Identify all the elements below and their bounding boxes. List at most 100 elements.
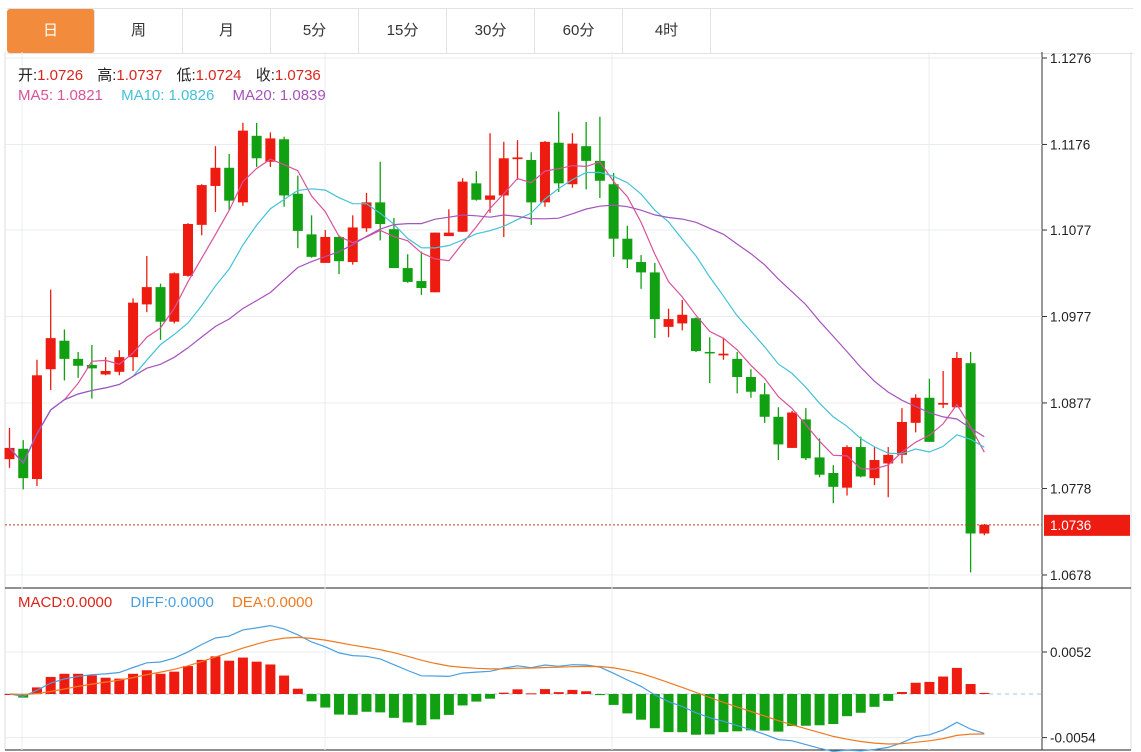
macd-bar-positive bbox=[279, 675, 290, 694]
dea-label: DEA: bbox=[231, 594, 267, 611]
macd-bar-positive bbox=[526, 693, 537, 695]
candle-down bbox=[416, 281, 427, 288]
ma10-line bbox=[9, 171, 985, 465]
price-tick-label: 1.0977 bbox=[1050, 310, 1091, 325]
macd-bar-negative bbox=[649, 694, 660, 729]
candle-down bbox=[924, 397, 935, 442]
candle-up bbox=[182, 223, 193, 276]
tab-5min[interactable]: 5分 bbox=[271, 9, 359, 53]
tab-60min[interactable]: 60分 bbox=[535, 9, 623, 53]
macd-bar-negative bbox=[402, 694, 413, 723]
candle-down bbox=[759, 394, 770, 417]
candle-down bbox=[224, 167, 235, 201]
macd-bar-positive bbox=[224, 660, 235, 694]
candle-down bbox=[745, 377, 756, 392]
macd-bar-positive bbox=[539, 689, 550, 694]
macd-bar-positive bbox=[553, 692, 564, 694]
tab-day[interactable]: 日 bbox=[7, 9, 95, 53]
macd-bar-positive bbox=[979, 692, 990, 694]
tab-week[interactable]: 周 bbox=[95, 9, 183, 53]
candle-up bbox=[196, 185, 207, 225]
macd-bar-negative bbox=[471, 694, 482, 702]
macd-bar-positive bbox=[512, 689, 523, 694]
macd-bar-negative bbox=[883, 694, 894, 701]
macd-tick-label: -0.0054 bbox=[1050, 731, 1096, 746]
candle-up bbox=[320, 236, 331, 263]
candle-up bbox=[663, 319, 674, 327]
macd-bar-negative bbox=[773, 694, 784, 732]
macd-bar-positive bbox=[938, 676, 949, 694]
macd-bar-positive bbox=[155, 673, 166, 694]
candle-up bbox=[237, 130, 248, 203]
macd-bar-negative bbox=[759, 694, 770, 731]
candle-down bbox=[622, 238, 633, 260]
macd-bar-positive bbox=[965, 684, 976, 694]
candle-up bbox=[498, 158, 509, 196]
macd-bar-negative bbox=[594, 694, 605, 696]
price-tick-label: 1.0778 bbox=[1050, 482, 1091, 497]
candle-down bbox=[636, 262, 647, 273]
candle-down bbox=[59, 340, 70, 359]
macd-bar-negative bbox=[622, 694, 633, 714]
candle-up bbox=[677, 314, 688, 324]
tab-month[interactable]: 月 bbox=[183, 9, 271, 53]
macd-label: MACD: bbox=[18, 594, 67, 611]
candle-down bbox=[279, 139, 290, 196]
macd-bar-positive bbox=[951, 667, 962, 694]
candle-up bbox=[539, 141, 550, 203]
macd-bar-negative bbox=[663, 694, 674, 733]
macd-bar-negative bbox=[691, 694, 701, 735]
macd-legend: MACD:0.0000 DIFF:0.0000 DEA:0.0000 bbox=[18, 594, 317, 611]
macd-bar-negative bbox=[745, 694, 756, 731]
diff-value: 0.0000 bbox=[167, 594, 214, 611]
dea-line bbox=[9, 636, 985, 745]
macd-bar-negative bbox=[828, 694, 839, 725]
candle-up bbox=[141, 287, 152, 305]
candle-up bbox=[169, 273, 180, 322]
ma-legend: MA5: 1.0821 MA10: 1.0826 MA20: 1.0839 bbox=[18, 87, 330, 104]
price-tick-label: 1.0877 bbox=[1050, 396, 1091, 411]
candle-down bbox=[965, 363, 976, 534]
macd-bar-positive bbox=[114, 678, 125, 694]
ma5-value: 1.0821 bbox=[57, 87, 103, 104]
candle-up bbox=[430, 232, 441, 293]
macd-bar-negative bbox=[347, 694, 358, 715]
candle-up bbox=[938, 402, 949, 405]
price-tick-label: 1.0678 bbox=[1050, 568, 1091, 583]
macd-bar-positive bbox=[567, 689, 578, 694]
candle-down bbox=[306, 234, 317, 257]
candle-up bbox=[896, 421, 907, 455]
candle-down bbox=[471, 183, 482, 200]
dea-value: 0.0000 bbox=[266, 594, 313, 611]
candle-up bbox=[4, 447, 15, 460]
macd-bar-positive bbox=[73, 673, 84, 694]
candle-down bbox=[704, 351, 715, 354]
macd-bar-positive bbox=[141, 670, 152, 694]
candle-up bbox=[265, 138, 276, 162]
macd-bar-positive bbox=[128, 673, 139, 694]
candle-up bbox=[100, 370, 111, 375]
low-value: 1.0724 bbox=[195, 67, 242, 84]
macd-bar-positive bbox=[196, 659, 207, 694]
macd-bar-negative bbox=[842, 694, 853, 717]
candle-up bbox=[485, 195, 496, 200]
candle-down bbox=[388, 229, 399, 269]
tab-15min[interactable]: 15分 bbox=[359, 9, 447, 53]
macd-bar-negative bbox=[636, 694, 647, 720]
macd-bar-negative bbox=[677, 694, 688, 733]
price-tick-label: 1.1077 bbox=[1050, 223, 1091, 238]
candle-up bbox=[31, 375, 42, 480]
candle-down bbox=[691, 318, 701, 352]
tab-4hour[interactable]: 4时 bbox=[623, 9, 711, 53]
tab-30min[interactable]: 30分 bbox=[447, 9, 535, 53]
ma5-line bbox=[9, 158, 985, 470]
macd-bar-positive bbox=[896, 692, 907, 694]
open-label: 开: bbox=[18, 67, 38, 84]
macd-bar-negative bbox=[608, 694, 619, 705]
macd-bar-positive bbox=[265, 664, 276, 694]
macd-bar-positive bbox=[251, 661, 262, 694]
ohlc-legend: 开:1.0726 高:1.0737 低:1.0724 收:1.0736 bbox=[18, 64, 325, 85]
candle-down bbox=[73, 358, 84, 366]
macd-bar-positive bbox=[100, 677, 111, 694]
